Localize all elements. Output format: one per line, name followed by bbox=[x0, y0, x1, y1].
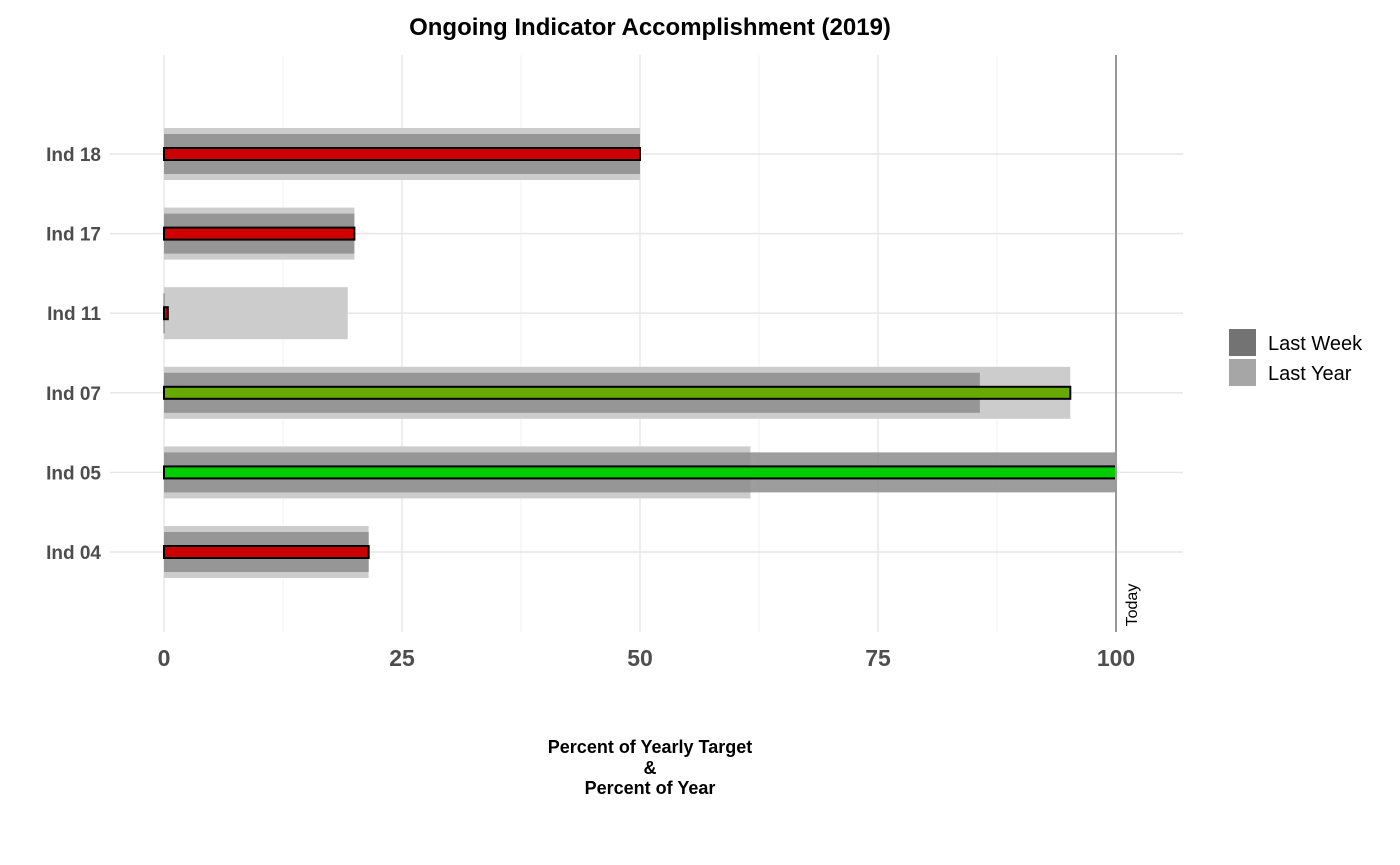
y-tick-label-1: Ind 17 bbox=[46, 225, 101, 246]
x-axis-label-line-1: Percent of Yearly Target bbox=[548, 737, 752, 757]
bar-current-5 bbox=[163, 545, 370, 559]
x-tick-label-2: 50 bbox=[627, 645, 653, 671]
bar-current-0 bbox=[163, 147, 641, 161]
bar-current-1 bbox=[163, 226, 356, 241]
legend: Last Week Last Year bbox=[1229, 329, 1363, 386]
x-axis-label: Percent of Yearly Target & Percent of Ye… bbox=[548, 737, 752, 798]
x-tick-label-4: 100 bbox=[1097, 645, 1135, 671]
y-tick-label-5: Ind 04 bbox=[46, 543, 101, 564]
y-tick-label-2: Ind 11 bbox=[47, 304, 101, 325]
x-tick-label-1: 25 bbox=[389, 645, 415, 671]
x-axis-label-line-3: Percent of Year bbox=[585, 778, 716, 798]
legend-label-1: Last Year bbox=[1268, 363, 1352, 385]
x-tick-label-0: 0 bbox=[158, 645, 171, 671]
bars bbox=[163, 128, 1117, 578]
y-tick-label-3: Ind 07 bbox=[46, 384, 101, 405]
y-axis: Ind 18 Ind 17 Ind 11 Ind 07 Ind 05 Ind 04 bbox=[46, 145, 101, 564]
bar-last-year-2 bbox=[164, 287, 348, 340]
today-reference: Today bbox=[1115, 55, 1141, 632]
chart-title: Ongoing Indicator Accomplishment (2019) bbox=[409, 14, 891, 41]
y-tick-label-0: Ind 18 bbox=[46, 145, 101, 166]
legend-swatch-0 bbox=[1229, 329, 1256, 356]
legend-label-0: Last Week bbox=[1268, 333, 1363, 355]
legend-swatch-1 bbox=[1229, 359, 1256, 386]
y-tick-label-4: Ind 05 bbox=[46, 463, 101, 484]
bar-current-3 bbox=[163, 385, 1072, 400]
today-label: Today bbox=[1124, 584, 1141, 627]
x-axis: 0 25 50 75 100 bbox=[158, 645, 1136, 671]
bar-current-4 bbox=[163, 465, 1117, 480]
x-axis-label-line-2: & bbox=[644, 758, 657, 778]
x-tick-label-3: 75 bbox=[865, 645, 891, 671]
bar-current-2 bbox=[163, 306, 169, 321]
